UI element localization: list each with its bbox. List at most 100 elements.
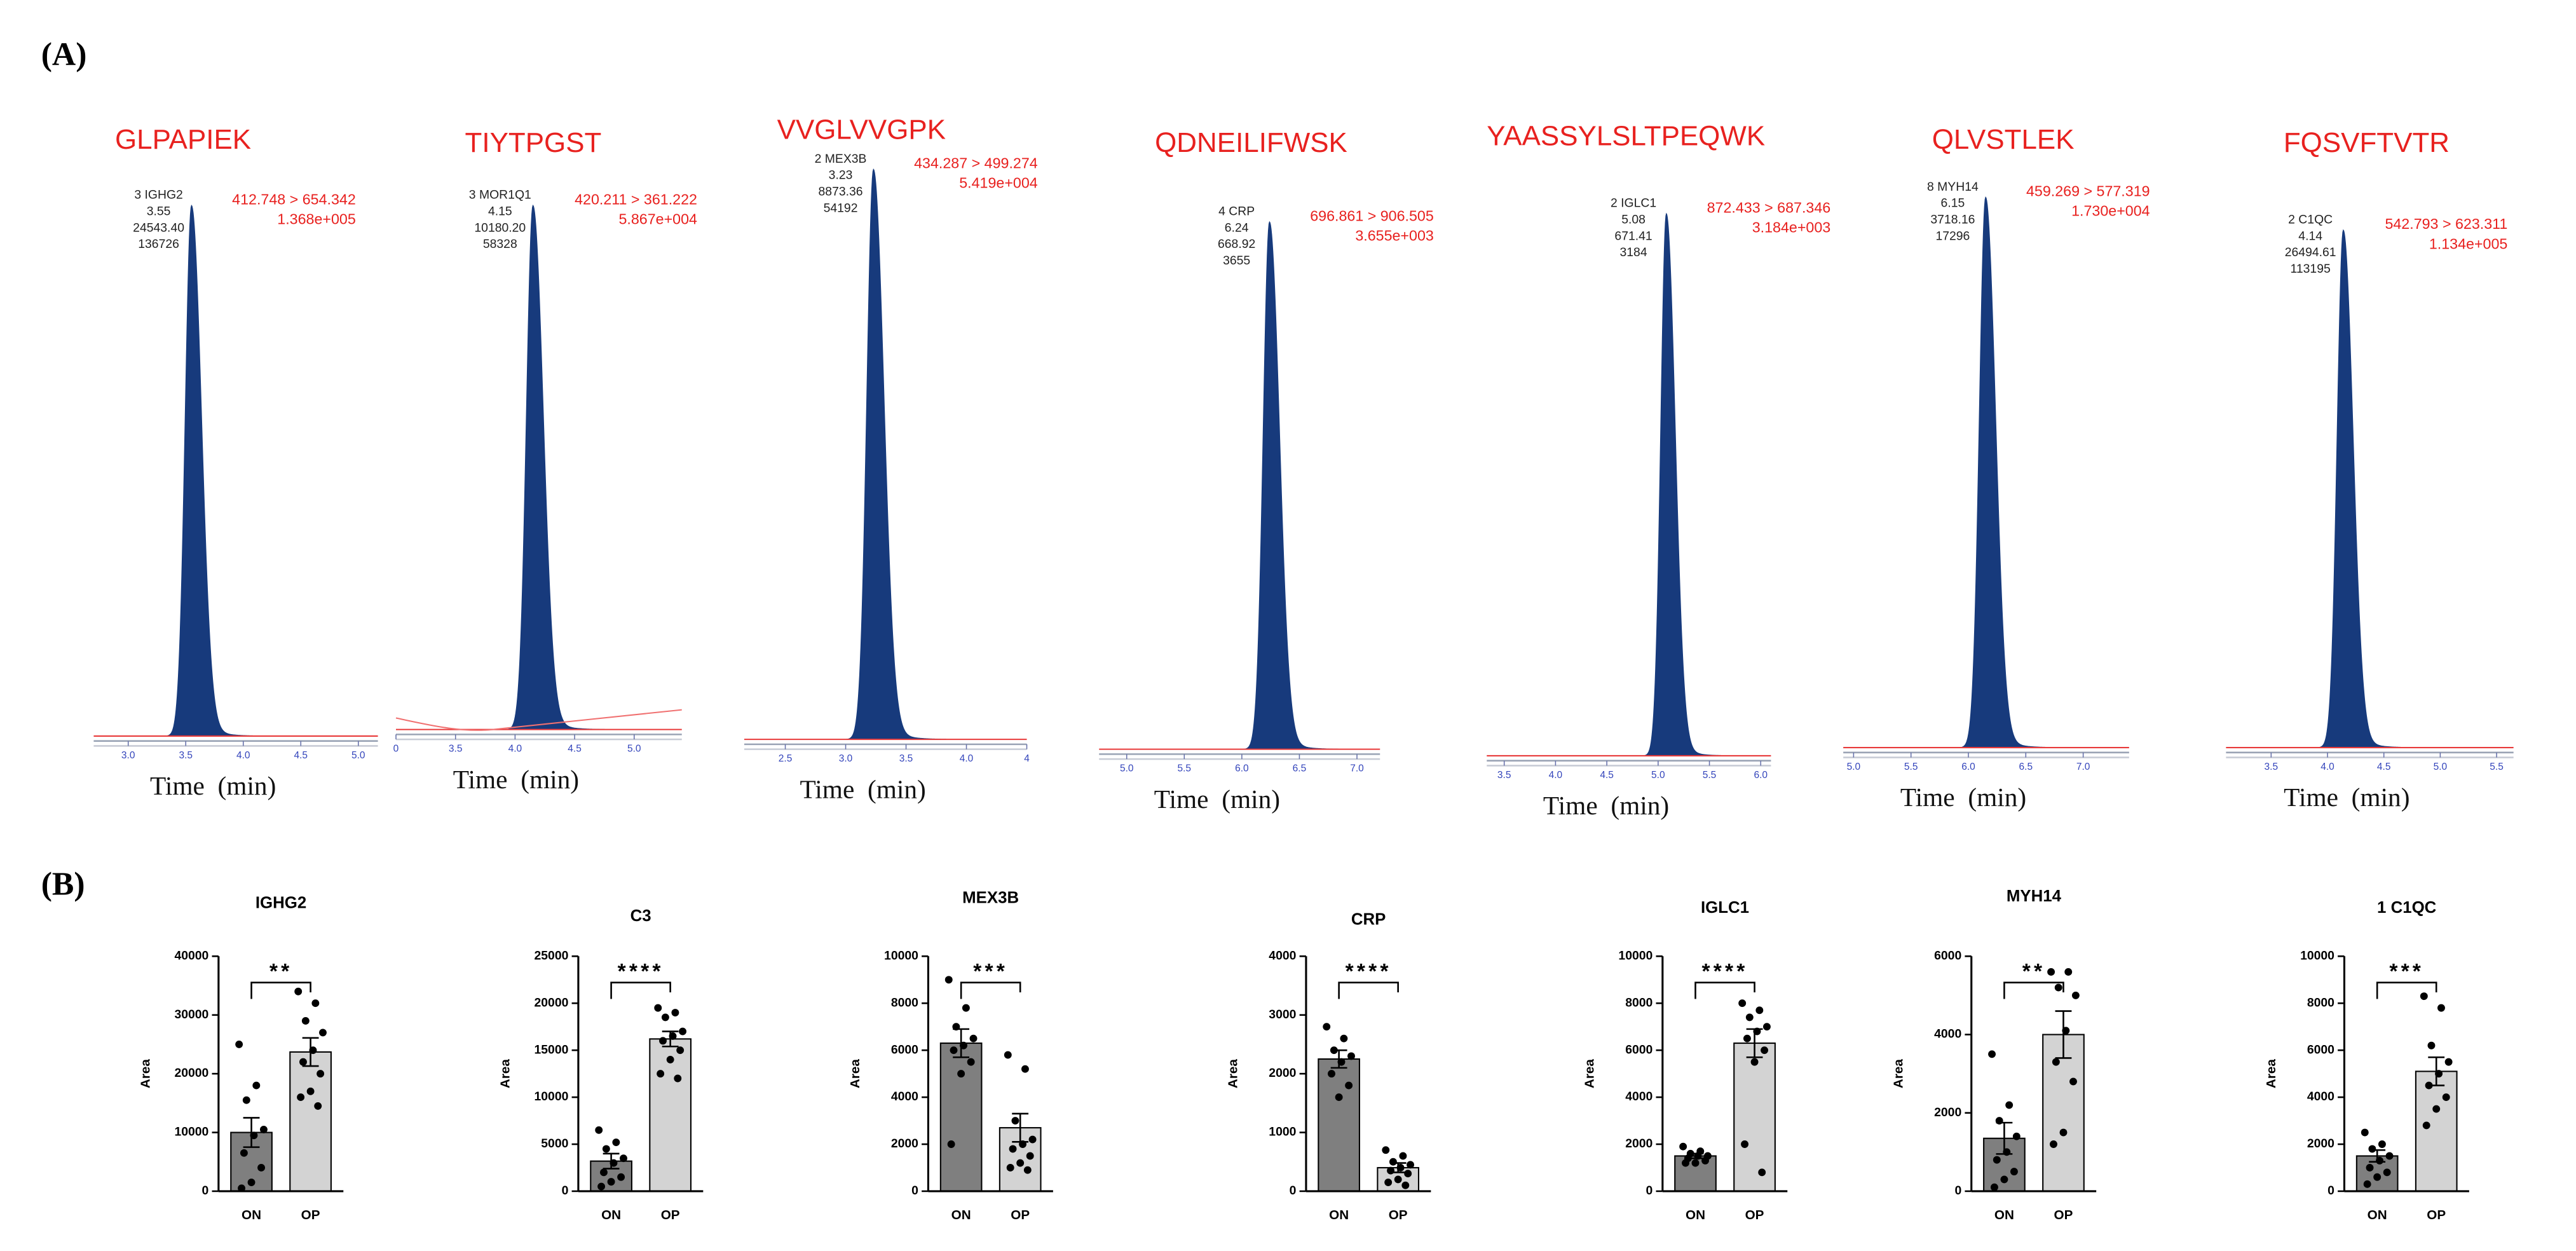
x-tick-label: 6.5 (2019, 762, 2033, 772)
transition: 696.861 > 906.505 (1310, 207, 1434, 224)
data-point (2368, 1145, 2376, 1153)
data-point (1330, 1046, 1338, 1055)
data-point (620, 1154, 627, 1163)
peak (2309, 229, 2411, 748)
data-point (1028, 1135, 1037, 1144)
data-point (2425, 1081, 2433, 1090)
y-tick-label: 8000 (891, 995, 918, 1009)
data-point (309, 1046, 317, 1055)
peak-annotation: 3655 (1223, 254, 1250, 268)
panel-label: (B) (41, 866, 85, 903)
data-point (235, 1040, 243, 1048)
y-tick-label: 0 (1954, 1184, 1961, 1198)
data-point (957, 1070, 965, 1078)
x-tick-label: 3.5 (1497, 770, 1511, 781)
peak-annotation: 671.41 (1614, 229, 1652, 243)
significance: ** (269, 960, 292, 983)
data-point (1738, 999, 1747, 1008)
x-tick-label: 7.0 (2076, 762, 2090, 772)
peak-annotation: 3718.16 (1930, 212, 1975, 226)
y-tick-label: 1000 (1269, 1125, 1296, 1139)
peak-annotation: 10180.20 (474, 221, 526, 235)
x-tick-label: 5.0 (1651, 770, 1665, 781)
data-point (250, 1131, 258, 1140)
x-tick-label: ON (601, 1208, 621, 1222)
data-point (950, 1046, 958, 1055)
x-tick-label: 0 (393, 744, 399, 755)
x-tick-label: 4.0 (236, 750, 250, 761)
peak-annotation: 3 MOR1Q1 (469, 188, 531, 202)
data-point (2444, 1058, 2453, 1066)
peak-annotation: 3.23 (829, 168, 853, 182)
data-point (2361, 1128, 2369, 1137)
intensity: 3.184e+003 (1752, 219, 1830, 235)
chart-title: IGHG2 (256, 894, 306, 912)
y-tick-label: 8000 (2307, 995, 2334, 1009)
data-point (1387, 1166, 1394, 1175)
x-tick-label: 3.5 (899, 753, 913, 764)
x-axis-label: Time (min) (1543, 791, 1669, 821)
peak-annotation: 6.24 (1225, 221, 1249, 235)
y-tick-label: 8000 (1625, 995, 1653, 1009)
data-point (2069, 1077, 2077, 1086)
y-tick-label: 4000 (1269, 948, 1296, 962)
baseline (395, 709, 682, 731)
significance-bracket (1694, 981, 1755, 999)
intensity: 1.134e+005 (2429, 235, 2507, 252)
y-tick-label: 6000 (2307, 1042, 2334, 1056)
x-tick-label: 4.5 (2377, 762, 2391, 772)
data-point (1323, 1023, 1331, 1031)
y-tick-label: 10000 (2300, 948, 2334, 962)
data-point (2442, 1093, 2450, 1102)
x-tick-label: 7.0 (1350, 763, 1364, 774)
x-tick-label: OP (1011, 1208, 1030, 1222)
peak (837, 168, 946, 740)
data-point (602, 1145, 610, 1153)
peak-annotation: 136726 (138, 237, 179, 251)
data-point (1758, 1168, 1766, 1177)
transition: 434.287 > 499.274 (914, 155, 1038, 172)
data-point (294, 987, 303, 995)
significance-bracket (610, 981, 671, 999)
data-point (2385, 1152, 2394, 1160)
x-tick-label: 5.0 (1120, 763, 1134, 774)
data-point (2064, 967, 2073, 976)
data-point (2059, 1128, 2068, 1137)
data-point (247, 1179, 256, 1187)
data-point (1006, 1164, 1014, 1172)
x-tick-label: 5.5 (1178, 763, 1192, 774)
data-point (2422, 1121, 2430, 1130)
data-point (1762, 1023, 1771, 1031)
peak (1951, 196, 2055, 748)
data-point (242, 1096, 250, 1104)
x-tick-label: 2.5 (779, 753, 793, 764)
data-point (947, 1140, 955, 1148)
data-point (2373, 1173, 2382, 1181)
data-point (252, 1081, 261, 1090)
data-point (595, 1126, 603, 1134)
data-point (1694, 1152, 1702, 1160)
data-point (960, 1041, 967, 1049)
x-axis-label: Time (min) (1900, 783, 2026, 812)
data-point (2054, 983, 2062, 992)
peak-annotation: 4.15 (488, 205, 512, 219)
data-point (2378, 1140, 2386, 1148)
data-point (952, 1023, 960, 1031)
transition: 459.269 > 577.319 (2026, 183, 2150, 200)
data-point (1404, 1170, 1412, 1178)
data-point (297, 1093, 305, 1102)
significance: *** (973, 960, 1008, 983)
x-tick-label: OP (301, 1208, 320, 1222)
data-point (2376, 1156, 2383, 1165)
peak-annotation: 58328 (483, 237, 517, 251)
x-tick-label: 5.0 (2434, 762, 2448, 772)
y-tick-label: 4000 (2307, 1090, 2334, 1104)
data-point (299, 1058, 307, 1066)
panel-label: (A) (41, 36, 87, 72)
data-point (2432, 1105, 2441, 1113)
data-point (1021, 1065, 1029, 1073)
peptide-title: QLVSTLEK (1932, 124, 2075, 155)
data-point (306, 1087, 315, 1095)
y-tick-label: 0 (911, 1184, 918, 1198)
peak-annotation: 8873.36 (819, 185, 863, 199)
